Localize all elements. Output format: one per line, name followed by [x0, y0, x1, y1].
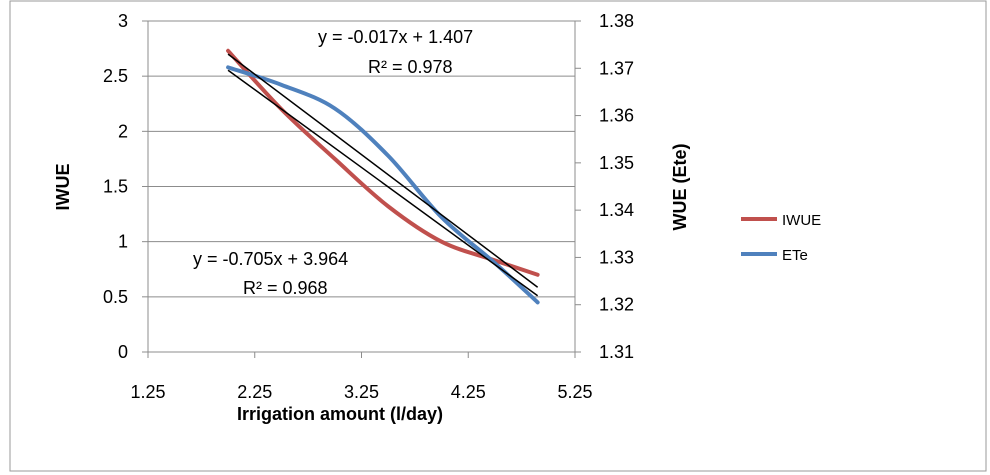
right-tick-label: 1.38: [599, 11, 634, 31]
x-tick-label: 3.25: [344, 382, 379, 402]
trend-equation-iwue: y = -0.705x + 3.964: [193, 249, 348, 269]
x-tick-label: 4.25: [451, 382, 486, 402]
series-line-ete: [226, 65, 540, 305]
right-tick-label: 1.31: [599, 342, 634, 362]
x-tick-label: 1.25: [130, 382, 165, 402]
left-tick-label: 2: [118, 121, 128, 141]
left-axis-ticks: 0 0.5 1 1.5 2 2.5 3: [103, 11, 148, 362]
left-tick-label: 3: [118, 11, 128, 31]
right-tick-label: 1.37: [599, 58, 634, 78]
trend-r2-ete: R² = 0.978: [368, 57, 453, 77]
x-tick-label: 2.25: [237, 382, 272, 402]
trend-equation-ete: y = -0.017x + 1.407: [318, 27, 473, 47]
x-axis-title: Irrigation amount (l/day): [237, 404, 443, 424]
left-axis-title: IWUE: [53, 164, 73, 211]
gridlines: [148, 20, 575, 298]
right-tick-label: 1.33: [599, 247, 634, 267]
legend: IWUE ETe: [741, 212, 821, 264]
right-axis-title: WUE (Ete): [670, 144, 690, 231]
trendline-iwue: [227, 69, 539, 297]
right-tick-label: 1.32: [599, 295, 634, 315]
left-tick-label: 1: [118, 232, 128, 252]
left-tick-label: 1.5: [103, 177, 128, 197]
trendline-ete: [227, 53, 539, 288]
left-tick-label: 0: [118, 342, 128, 362]
right-tick-label: 1.36: [599, 106, 634, 126]
right-axis-ticks: 1.31 1.32 1.33 1.34 1.35 1.36 1.37 1.38: [575, 11, 634, 362]
right-tick-label: 1.34: [599, 200, 634, 220]
legend-label-ete: ETe: [782, 247, 808, 264]
trend-r2-iwue: R² = 0.968: [243, 278, 328, 298]
x-axis-ticks: 1.25 2.25 3.25 4.25 5.25: [130, 352, 593, 402]
left-tick-label: 2.5: [103, 66, 128, 86]
right-tick-label: 1.35: [599, 153, 634, 173]
x-tick-label: 5.25: [557, 382, 592, 402]
trendlines: [227, 53, 539, 297]
legend-label-iwue: IWUE: [782, 212, 821, 229]
left-tick-label: 0.5: [103, 287, 128, 307]
chart-border: [9, 0, 987, 472]
